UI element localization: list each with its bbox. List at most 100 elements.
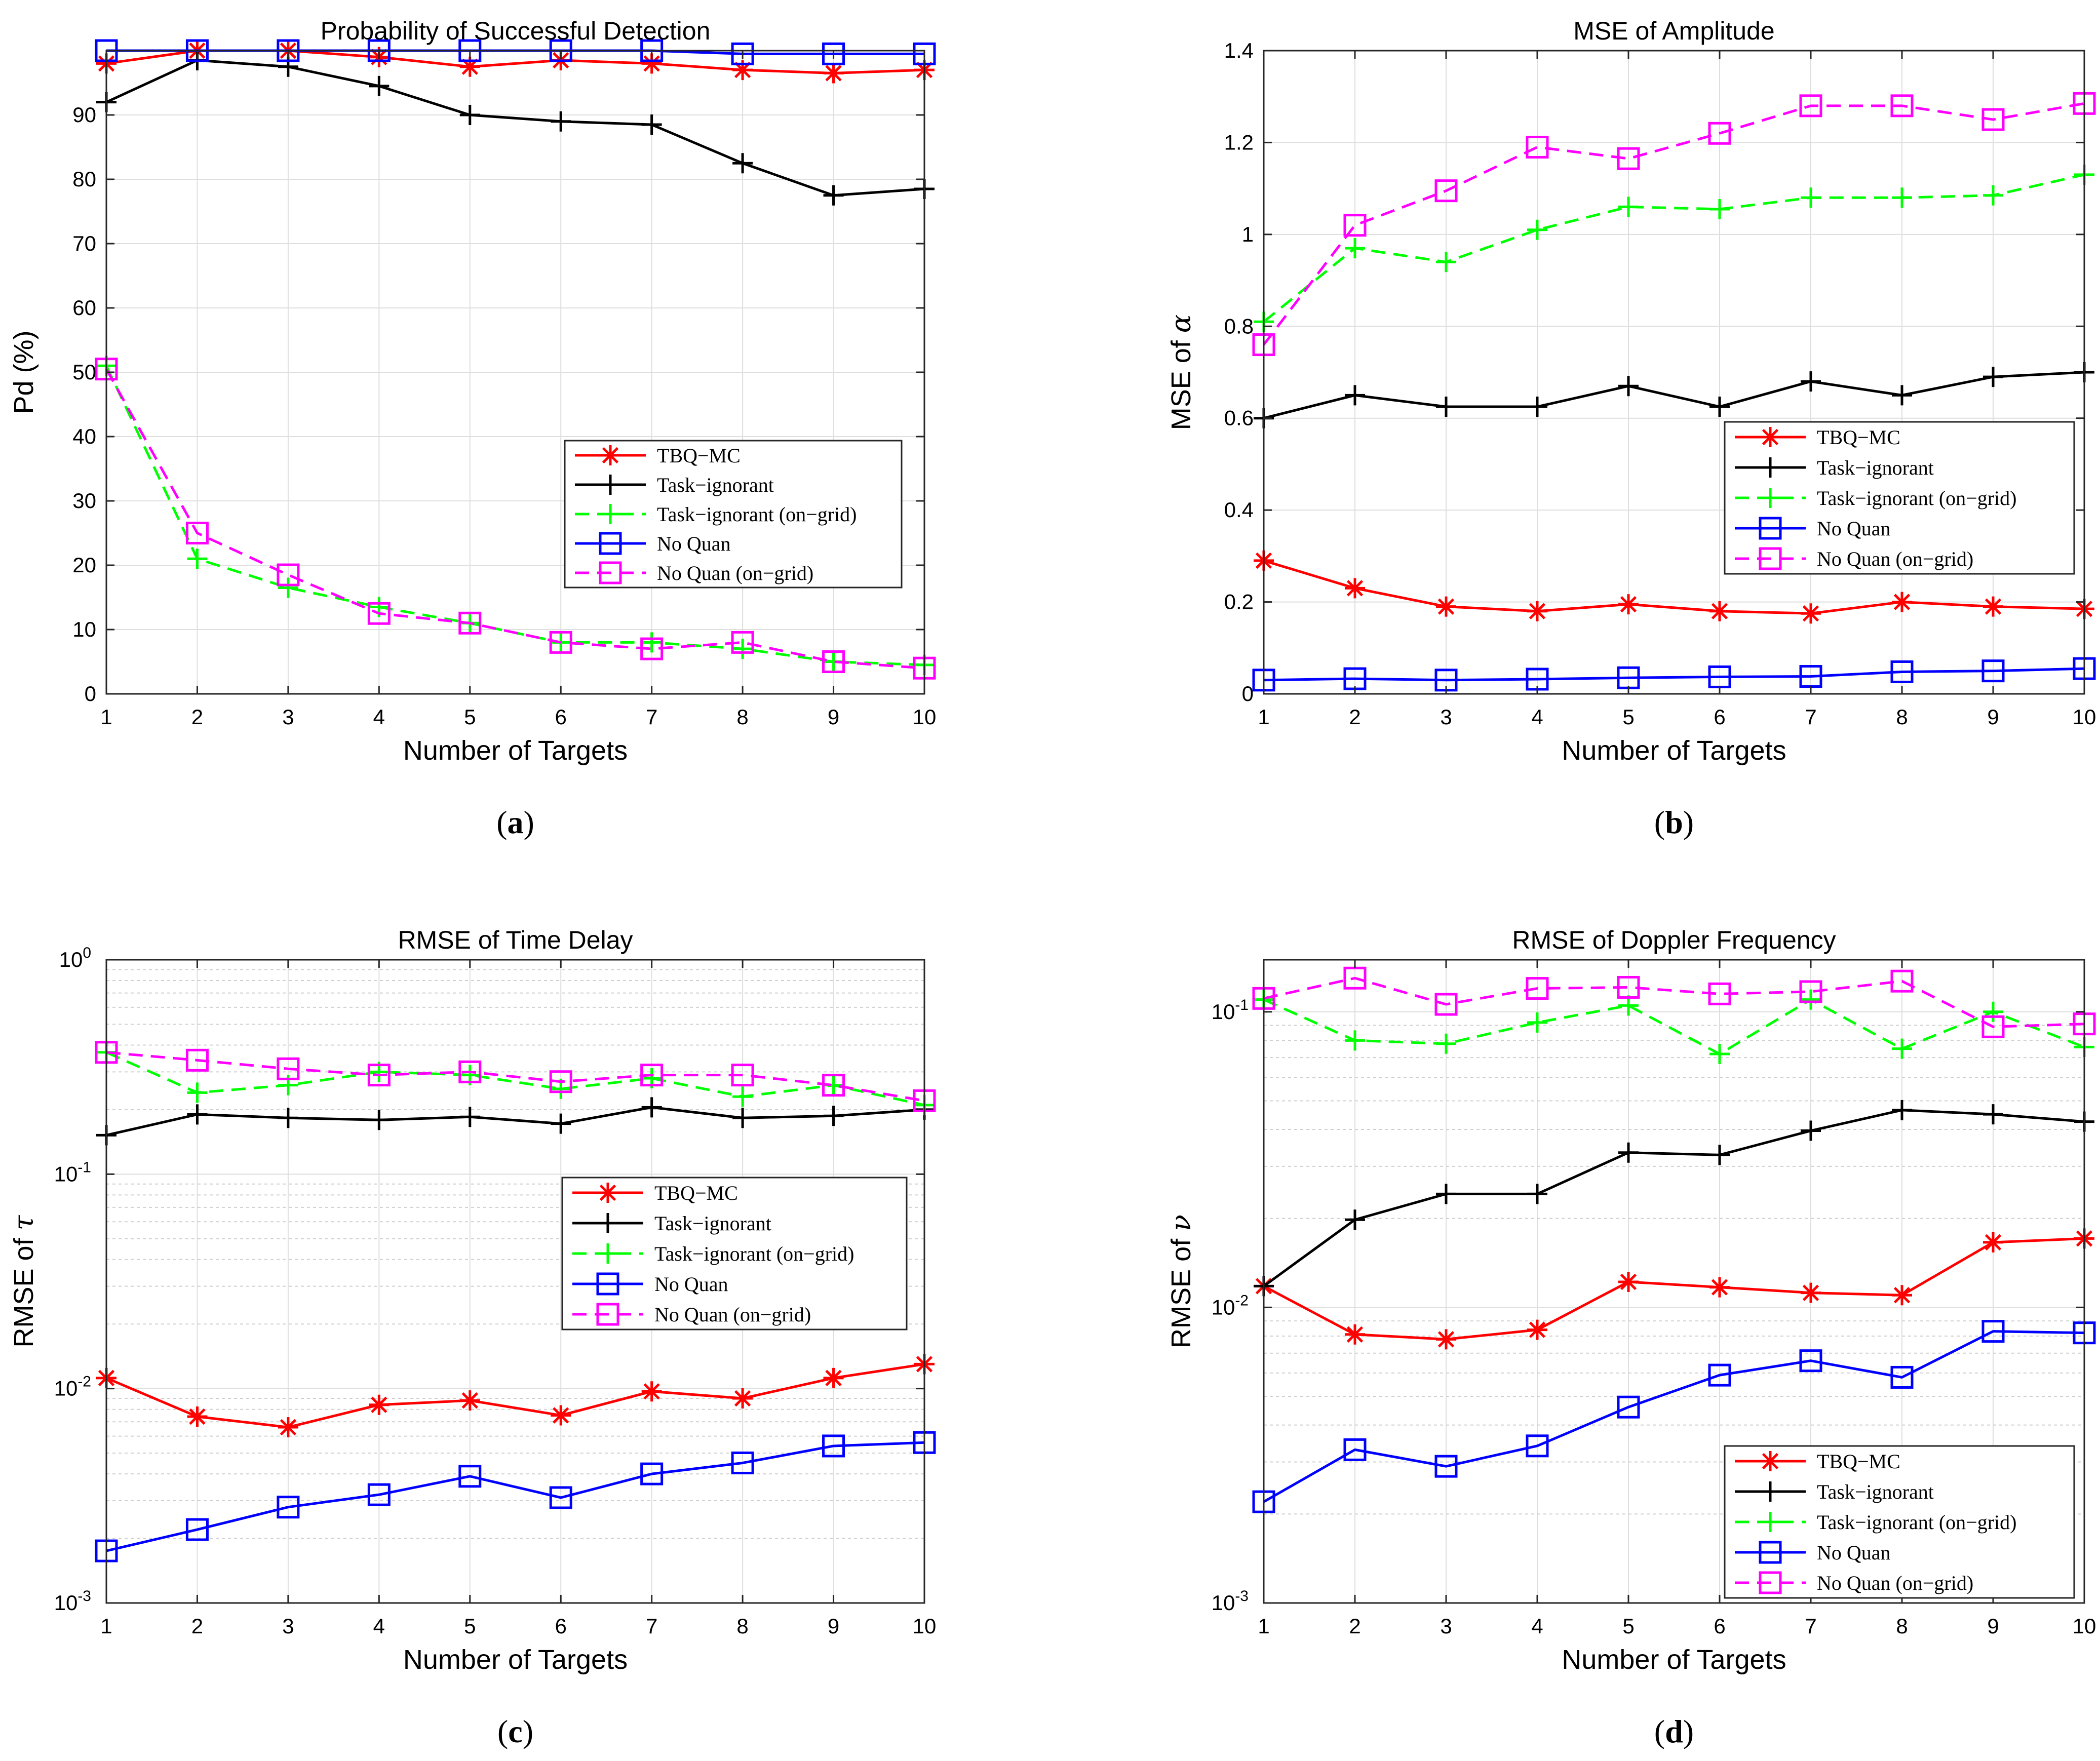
data-point [459, 56, 480, 77]
series-line-0 [106, 1362, 925, 1429]
data-point [1981, 108, 2005, 131]
x-tick-label: 10 [2073, 705, 2096, 729]
legend-marker [600, 445, 620, 465]
legend-marker [1759, 547, 1782, 570]
legend-label: No Quan (on−grid) [1817, 547, 1973, 570]
data-point [731, 1064, 754, 1087]
x-tick-label: 10 [913, 1614, 937, 1638]
data-point [1618, 1271, 1639, 1292]
legend-label: No Quan (on−grid) [657, 562, 813, 584]
data-point [1527, 1184, 1547, 1204]
x-tick-label: 9 [1987, 705, 1999, 729]
data-point [1892, 592, 1912, 612]
ticks: 1 2 3 4 5 6 7 8 9 10 10-3 10-2 10-1 [1212, 960, 2096, 1638]
y-tick-label: 10-3 [1212, 1588, 1249, 1615]
data-point [1892, 385, 1912, 406]
x-tick-label: 1 [1258, 705, 1269, 729]
data-point [551, 111, 571, 132]
series-line-4 [1263, 976, 2085, 1028]
series-line-0 [1263, 559, 2085, 615]
x-axis-label: Number of Targets [1562, 735, 1786, 766]
data-point [732, 1388, 753, 1409]
data-point [1983, 185, 2003, 206]
data-point [641, 1381, 662, 1402]
chart-title: RMSE of Time Delay [398, 926, 633, 954]
data-point [823, 1106, 844, 1126]
legend-marker [1760, 488, 1780, 508]
legend-label: Task−ignorant [654, 1212, 771, 1235]
y-tick-label: 1.4 [1224, 38, 1254, 62]
x-tick-label: 6 [555, 1614, 567, 1638]
data-point [549, 631, 572, 654]
legend-marker [1760, 1481, 1780, 1502]
data-point [640, 637, 664, 660]
x-tick-label: 5 [464, 1614, 476, 1638]
legend-label: TBQ−MC [1817, 1450, 1900, 1473]
y-tick-label: 0.2 [1224, 590, 1254, 614]
data-point [1527, 397, 1547, 417]
data-point [822, 1434, 845, 1458]
data-point [822, 1074, 845, 1097]
y-tick-label: 10-1 [54, 1159, 91, 1186]
data-point [641, 53, 662, 74]
data-point [369, 1110, 390, 1130]
x-tick-label: 3 [1440, 705, 1452, 729]
x-tick-label: 1 [100, 705, 112, 729]
series-line-4 [106, 1051, 925, 1102]
legend-marker [598, 1213, 618, 1233]
data-point [1801, 371, 1821, 392]
chart-panel-c: 1 2 3 4 5 6 7 8 9 10 10-3 10-2 10-1 100 RMSE of Time D… [8, 926, 936, 1749]
data-point [732, 60, 753, 81]
panel-caption: (c) [497, 1713, 533, 1749]
legend-marker [596, 1272, 619, 1296]
y-tick-label: 0 [1242, 682, 1254, 706]
data-point [1526, 977, 1549, 1000]
legend-label: No Quan [1817, 1541, 1891, 1564]
data-point [640, 1462, 664, 1485]
data-point [1345, 1030, 1365, 1051]
data-point [1890, 969, 1914, 993]
data-point [459, 1390, 480, 1411]
x-tick-label: 4 [1531, 705, 1543, 729]
data-point [187, 1104, 208, 1125]
data-point [1527, 601, 1547, 621]
data-point [732, 639, 753, 659]
data-point [1618, 1142, 1639, 1163]
legend-label: Task−ignorant (on−grid) [657, 503, 857, 526]
data-point [1617, 147, 1640, 170]
legend: TBQ−MC Task−ignorant Task−ignorant (on−gri… [561, 1177, 908, 1330]
data-point [187, 1406, 208, 1427]
data-point [641, 632, 662, 653]
series-line-2 [105, 1051, 925, 1107]
legend-marker [600, 475, 620, 495]
data-point [1983, 1001, 2003, 1022]
series-line-1 [106, 1106, 925, 1137]
data-point [551, 1405, 571, 1426]
data-point [640, 1064, 664, 1087]
panel-caption: (b) [1654, 804, 1694, 840]
data-point [369, 1394, 390, 1415]
y-tick-label: 10-1 [1212, 997, 1249, 1024]
chart-title: MSE of Amplitude [1573, 17, 1774, 45]
x-tick-label: 10 [2073, 1614, 2096, 1638]
y-axis-label: Pd (%) [9, 330, 39, 414]
data-point [822, 650, 845, 673]
x-tick-label: 2 [191, 705, 203, 729]
data-point [551, 1113, 571, 1134]
x-axis-label: Number of Targets [403, 735, 628, 766]
legend-marker [1759, 1541, 1782, 1564]
y-axis-label: MSE of α [1165, 315, 1197, 431]
ticks: 1 2 3 4 5 6 7 8 9 10 10-3 10-2 10-1 100 [54, 945, 937, 1638]
data-point [277, 563, 300, 586]
data-point [1618, 376, 1639, 397]
data-point [823, 63, 844, 84]
y-tick-label: 70 [72, 231, 96, 255]
data-point [732, 1108, 753, 1128]
data-point [823, 1367, 844, 1388]
data-point [823, 185, 844, 206]
x-tick-label: 3 [282, 1614, 294, 1638]
y-tick-label: 0.6 [1224, 406, 1254, 430]
data-point [367, 1483, 391, 1506]
x-tick-label: 9 [828, 1614, 839, 1638]
